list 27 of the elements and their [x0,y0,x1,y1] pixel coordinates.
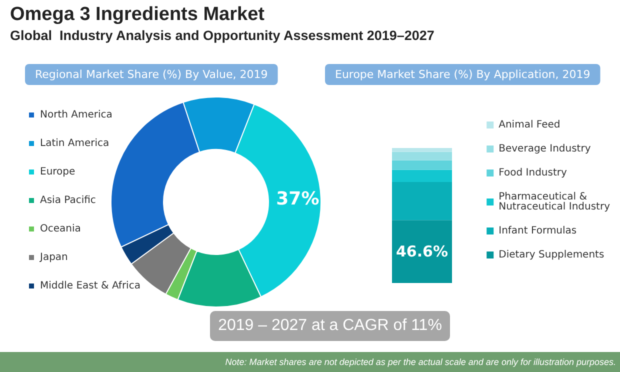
legend-label: Infant Formulas [498,226,577,236]
legend-label: Oceania [40,224,81,234]
text: Note: Market shares are not depicted as per the actual scale and are only for illustration purposes. [0,352,620,372]
bar [392,170,452,182]
legend-label: Latin America [40,138,110,149]
legend-label: Animal Feed [498,120,560,130]
legend-label: North America [40,110,112,120]
bar [392,182,452,220]
legend-label: Pharmaceutical & Nutraceutical Industry [498,192,610,212]
legend-label: Middle East & Africa [40,280,140,292]
data-label: 37% [276,188,320,210]
bar [392,152,452,160]
chart-title: Regional Market Share (%) By Value, 2019 [35,68,268,81]
bar [392,148,452,152]
data-label: 46.6% [396,242,448,261]
bar [392,160,452,170]
legend-label: Europe [40,166,76,178]
legend-label: Asia Pacific [40,195,96,206]
text: Omega 3 Ingredients Market [10,4,264,26]
legend-label: Food Industry [498,168,567,178]
legend-label: Japan [39,252,68,263]
bar [392,220,452,283]
legend-label: Dietary Supplements [498,250,604,260]
legend-label: Beverage Industry [498,144,591,154]
text: Global Industry Analysis and Opportunity Assessment 2019–2027 [10,28,434,43]
chart-title: Europe Market Share (%) By Application, 2019 [335,68,590,81]
text: 2019 – 2027 at a CAGR of 11% [210,311,450,341]
